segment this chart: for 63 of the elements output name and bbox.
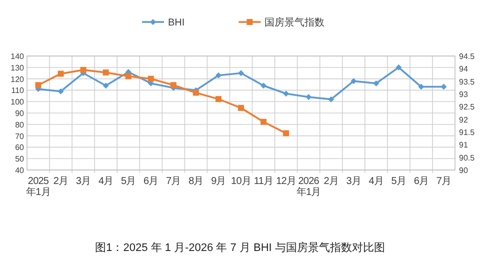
y2-tick-label: 90 [459, 166, 468, 175]
point [373, 80, 380, 86]
point [125, 73, 132, 80]
point [215, 96, 222, 102]
x-tick-label: 12月 [276, 176, 296, 187]
y2-tick-label: 93.5 [459, 77, 476, 86]
point [58, 70, 64, 77]
point [328, 96, 334, 102]
point [283, 130, 290, 136]
text: 图1：2025 年 1 月-2026 年 7 月 BHI 与国房景气指数对比图 [95, 241, 385, 254]
point [215, 72, 222, 78]
point [238, 104, 244, 111]
x-tick-label: 3月 [76, 176, 91, 187]
y2-tick-label: 91 [459, 140, 468, 150]
y2-tick-label: 94 [459, 64, 468, 74]
y-tick-label: 90 [15, 109, 25, 118]
x-tick-label: 2月 [53, 176, 68, 187]
x-tick-label: 6月 [144, 176, 158, 187]
legend-label: BHI [168, 18, 185, 28]
y2-tick-label: 92.5 [459, 102, 476, 112]
x-tick-label: 2月 [324, 176, 338, 187]
y2-tick-label: 91.5 [459, 128, 476, 137]
y-tick-label: 70 [15, 132, 25, 141]
x-tick-label: 4月 [368, 176, 384, 187]
x-tick-label: 6月 [414, 176, 429, 187]
x-tick-label: 3月 [346, 176, 362, 187]
point [102, 82, 109, 89]
y2-tick-label: 92 [459, 115, 468, 124]
x-tick-label: 7月 [436, 176, 452, 187]
y-tick-label: 110 [11, 86, 25, 96]
point [260, 118, 267, 125]
point [35, 82, 42, 88]
point [80, 66, 86, 73]
x-tick-label: 7月 [166, 176, 181, 187]
y2-tick-label: 94.5 [459, 52, 476, 61]
x-tick-label: 5月 [391, 176, 406, 187]
x-tick-label: 4月 [98, 176, 114, 187]
x-tick-label: 2025年1月 [26, 176, 50, 198]
point [102, 69, 109, 76]
y-tick-label: 130 [10, 63, 25, 72]
y-tick-label: 60 [15, 143, 25, 152]
x-tick-label: 8月 [188, 176, 204, 187]
y-tick-label: 120 [10, 74, 25, 84]
point [170, 82, 176, 88]
x-tick-label: 5月 [120, 176, 136, 187]
point [238, 70, 244, 76]
point [192, 90, 199, 96]
y2-tick-label: 93 [459, 90, 468, 99]
y-tick-label: 80 [15, 120, 25, 130]
y-tick-label: 50 [15, 154, 25, 164]
point [283, 90, 290, 97]
point [148, 76, 154, 82]
y-tick-label: 140 [10, 52, 25, 61]
x-tick-label: 11月 [254, 176, 274, 187]
x-tick-label: 2026年1月 [296, 176, 321, 198]
y-tick-label: 100 [10, 98, 25, 107]
y-tick-label: 40 [15, 166, 25, 175]
x-tick-label: 10月 [231, 176, 251, 187]
x-tick-label: 9月 [211, 176, 226, 187]
y2-tick-label: 90.5 [459, 153, 476, 162]
legend-label: 国房景气指数 [264, 16, 325, 28]
point [260, 82, 267, 89]
point [396, 64, 402, 70]
